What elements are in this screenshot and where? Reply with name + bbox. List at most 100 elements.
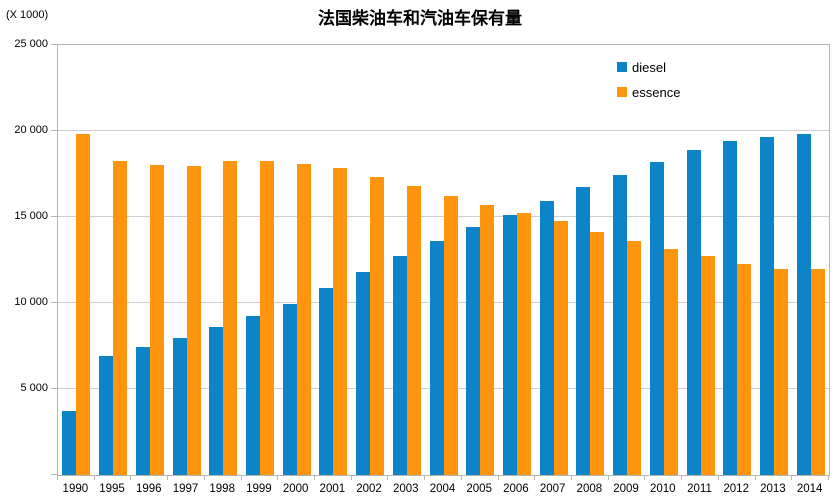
bar-diesel-2009 bbox=[613, 174, 628, 475]
bar-diesel-2000 bbox=[282, 303, 297, 475]
bar-diesel-2002 bbox=[356, 272, 371, 475]
bar-group-2000 bbox=[278, 45, 315, 475]
bar-essence-2012 bbox=[737, 264, 752, 475]
ytick-mark-0 bbox=[51, 474, 57, 475]
xtick-label-2011: 2011 bbox=[687, 483, 712, 495]
bar-essence-2001 bbox=[333, 167, 348, 475]
bar-group-2003 bbox=[388, 45, 425, 475]
bar-essence-1990 bbox=[76, 133, 91, 475]
xtick-label-2000: 2000 bbox=[282, 483, 309, 495]
xtick-mark-2 bbox=[130, 475, 132, 480]
xtick-mark-3 bbox=[167, 475, 169, 480]
bar-group-2010 bbox=[646, 45, 683, 475]
ytick-mark-20000 bbox=[51, 130, 57, 131]
xtick-label-2004: 2004 bbox=[429, 483, 456, 495]
xtick-mark-14 bbox=[571, 475, 572, 480]
bar-diesel-1997 bbox=[172, 338, 187, 475]
bar-group-1995 bbox=[95, 45, 132, 475]
xtick-label-2002: 2002 bbox=[356, 483, 382, 495]
xtick-mark-18 bbox=[717, 475, 719, 480]
bar-essence-2007 bbox=[553, 221, 568, 475]
xtick-mark-12 bbox=[497, 475, 499, 480]
xtick-mark-11 bbox=[460, 475, 462, 480]
bar-diesel-2008 bbox=[576, 186, 591, 475]
bar-group-2008 bbox=[572, 45, 609, 475]
bar-diesel-1996 bbox=[135, 346, 150, 475]
ytick-mark-10000 bbox=[51, 302, 57, 303]
ytick-label-25000: 25 000 bbox=[14, 38, 48, 50]
bar-essence-1999 bbox=[259, 161, 274, 475]
ytick-label-5000: 5 000 bbox=[20, 382, 48, 394]
xtick-mark-5 bbox=[240, 475, 242, 480]
bar-group-2001 bbox=[315, 45, 352, 475]
bar-essence-2005 bbox=[480, 204, 495, 475]
bar-group-2006 bbox=[499, 45, 536, 475]
xtick-mark-8 bbox=[350, 475, 352, 480]
legend-swatch-diesel bbox=[617, 62, 627, 72]
bar-essence-2011 bbox=[700, 255, 715, 475]
y-axis-unit-label: (X 1000) bbox=[6, 9, 49, 21]
xtick-mark-9 bbox=[387, 475, 389, 480]
bar-diesel-2001 bbox=[319, 288, 334, 475]
bar-series-container bbox=[58, 45, 829, 475]
bar-essence-1998 bbox=[223, 161, 238, 475]
xtick-label-2014: 2014 bbox=[796, 483, 823, 495]
bar-essence-2014 bbox=[810, 269, 825, 475]
bar-group-2007 bbox=[535, 45, 572, 475]
bar-diesel-2014 bbox=[796, 133, 811, 475]
bar-diesel-2013 bbox=[760, 137, 775, 475]
legend-item-essence: essence bbox=[617, 84, 681, 100]
bar-essence-1997 bbox=[186, 166, 201, 475]
bar-essence-1995 bbox=[113, 161, 128, 475]
bar-group-2002 bbox=[352, 45, 389, 475]
xtick-label-1997: 1997 bbox=[172, 483, 199, 495]
bar-group-2011 bbox=[682, 45, 719, 475]
bar-diesel-2005 bbox=[466, 227, 481, 475]
gridline-15000 bbox=[58, 216, 829, 217]
xtick-mark-15 bbox=[607, 475, 609, 480]
xtick-label-1995: 1995 bbox=[99, 483, 125, 495]
xtick-label-2007: 2007 bbox=[539, 483, 566, 495]
bar-essence-2002 bbox=[370, 176, 385, 475]
xtick-mark-1 bbox=[93, 475, 95, 480]
bar-essence-2004 bbox=[443, 196, 458, 475]
bar-group-2012 bbox=[719, 45, 756, 475]
bar-group-1998 bbox=[205, 45, 242, 475]
xtick-label-2010: 2010 bbox=[649, 483, 676, 495]
xtick-mark-13 bbox=[534, 475, 536, 480]
plot-area bbox=[57, 44, 830, 476]
xtick-label-1998: 1998 bbox=[209, 483, 235, 495]
bar-diesel-2012 bbox=[723, 141, 738, 475]
bar-diesel-2004 bbox=[429, 241, 444, 475]
xtick-label-1996: 1996 bbox=[135, 483, 162, 495]
gridline-20000 bbox=[58, 130, 829, 131]
bar-group-2014 bbox=[792, 45, 829, 475]
bar-essence-2003 bbox=[406, 186, 421, 475]
xtick-mark-21 bbox=[828, 475, 829, 480]
bar-group-2009 bbox=[609, 45, 646, 475]
xtick-mark-7 bbox=[314, 475, 315, 480]
bar-diesel-2003 bbox=[392, 255, 407, 475]
xtick-label-2012: 2012 bbox=[723, 483, 749, 495]
legend-label-essence: essence bbox=[632, 84, 681, 100]
legend-label-diesel: diesel bbox=[632, 59, 666, 75]
xtick-mark-20 bbox=[791, 475, 793, 480]
xtick-label-2013: 2013 bbox=[760, 483, 786, 495]
xtick-label-2003: 2003 bbox=[392, 483, 419, 495]
xtick-mark-10 bbox=[424, 475, 426, 480]
ytick-label-20000: 20 000 bbox=[14, 124, 48, 136]
xtick-label-2005: 2005 bbox=[466, 483, 492, 495]
bar-essence-2009 bbox=[627, 241, 642, 475]
bar-group-1997 bbox=[168, 45, 205, 475]
xtick-label-2008: 2008 bbox=[576, 483, 603, 495]
xtick-label-2009: 2009 bbox=[613, 483, 639, 495]
bar-group-1999 bbox=[242, 45, 279, 475]
bar-essence-1996 bbox=[149, 165, 164, 475]
bar-diesel-1990 bbox=[62, 411, 77, 475]
xtick-mark-19 bbox=[754, 475, 756, 480]
bar-essence-2008 bbox=[590, 232, 605, 475]
bar-diesel-2006 bbox=[502, 215, 517, 475]
bar-diesel-2011 bbox=[686, 149, 701, 475]
legend-item-diesel: diesel bbox=[617, 59, 680, 75]
